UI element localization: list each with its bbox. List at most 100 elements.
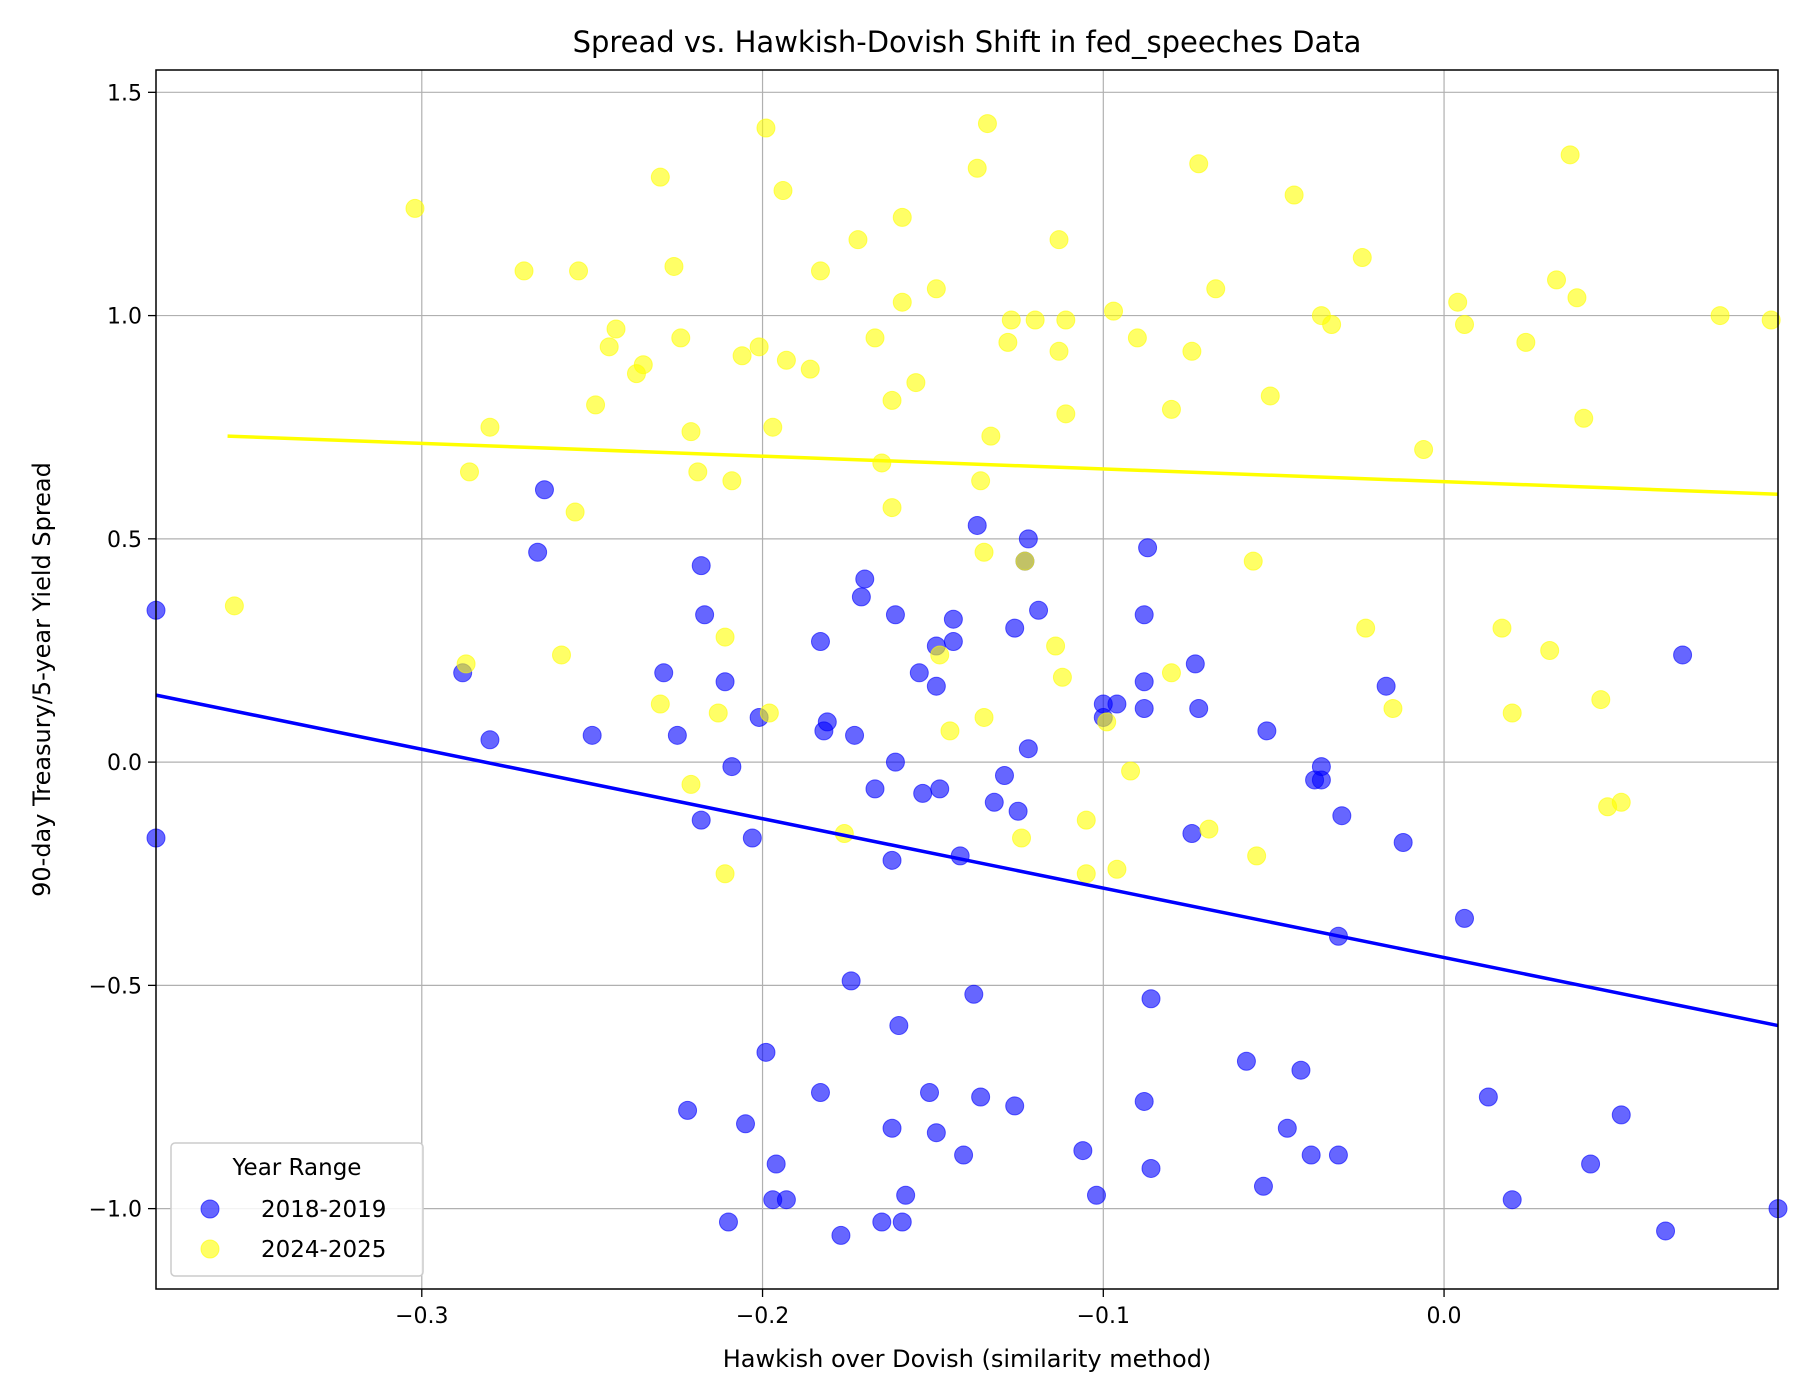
scatter-point [1611,792,1631,812]
scatter-point [1134,1091,1154,1111]
scatter-point [1076,810,1096,830]
scatter-point [1376,676,1396,696]
scatter-point [1049,341,1069,361]
scatter-point [1104,301,1124,321]
scatter-point [1448,292,1468,312]
scatter-point [1560,145,1580,165]
scatter-point [909,663,929,683]
scatter-point [1107,859,1127,879]
scatter-point [872,453,892,473]
scatter-point [1206,279,1226,299]
scatter-point [1134,605,1154,625]
scatter-point [691,556,711,576]
scatter-point [756,118,776,138]
grid-lines [156,70,1778,1289]
scatter-point [650,167,670,187]
scatter-point [759,703,779,723]
scatter-point [1015,551,1035,571]
scatter-point [552,645,571,665]
plot-area-frame [155,69,1779,1290]
scatter-point [1591,690,1611,710]
scatter-point [971,1087,991,1107]
scatter-point [1073,1141,1093,1161]
scatter-point [1008,801,1028,821]
scatter-point [722,757,742,777]
y-tick-label: 1.5 [107,81,142,106]
scatter-point [773,181,793,201]
fit-line-2024-2025 [227,434,1779,496]
scatter-point [681,422,701,442]
scatter-point [892,292,912,312]
scatter-point [1182,341,1202,361]
scatter-point [848,230,868,250]
x-tick-label: −0.3 [395,1304,448,1329]
scatter-point [1253,1176,1273,1196]
data-points [146,114,1788,1245]
scatter-point [1611,1105,1631,1125]
scatter-point [943,632,963,652]
legend-marker [200,1239,220,1259]
scatter-point [766,1154,786,1174]
scatter-point [1127,328,1147,348]
scatter-point [715,627,735,647]
scatter-point [1574,408,1594,428]
scatter-point [1161,399,1181,419]
scatter-point [950,846,970,866]
scatter-point [882,498,902,518]
scatter-point [691,810,711,830]
scatter-point [810,261,830,281]
scatter-point [913,783,933,803]
scatter-point [1291,1060,1311,1080]
scatter-point [1383,699,1403,719]
scatter-point [1141,989,1161,1009]
scatter-point [1086,1185,1106,1205]
scatter-point [534,480,554,500]
scatter-point [1046,636,1066,656]
scatter-point [954,1145,974,1165]
scatter-point [1107,694,1127,714]
scatter-point [582,725,602,745]
scatter-point [984,792,1004,812]
scatter-point [1301,1145,1321,1165]
scatter-point [930,779,950,799]
scatter-point [732,346,752,366]
scatter-point [1189,699,1209,719]
scatter-point [882,390,902,410]
scatter-point [1311,757,1331,777]
scatter-point [1005,618,1025,638]
scatter-point [885,752,905,772]
scatter-point [405,198,425,218]
scatter-point [1356,618,1376,638]
scatter-point [722,471,742,491]
legend-entry-label: 2018-2019 [261,1197,386,1223]
scatter-point [736,1114,756,1134]
scatter-point [889,1016,909,1036]
scatter-point [896,1185,916,1205]
scatter-point [810,632,830,652]
scatter-point [1056,310,1076,330]
scatter-point [1414,440,1434,460]
y-tick-label: −1.0 [89,1198,142,1223]
scatter-point [776,1190,796,1210]
scatter-point [865,779,885,799]
y-axis-ticks: −1.0 −0.5 0.0 0.5 1.0 1.5 [89,81,156,1223]
scatter-point [926,279,946,299]
scatter-point [964,984,984,1004]
scatter-point [671,328,691,348]
scatter-point [1025,310,1045,330]
scatter-point [1243,551,1263,571]
scatter-point [1673,645,1693,665]
scatter-point [1710,306,1730,326]
scatter-point [1328,1145,1348,1165]
scatter-point [708,703,728,723]
scatter-point [892,207,912,227]
scatter-point [1393,832,1413,852]
scatter-point [650,694,670,714]
legend-title: Year Range [232,1155,362,1181]
scatter-point [1029,600,1049,620]
scatter-point [967,515,987,535]
scatter-point [974,707,994,727]
scatter-point [1161,663,1181,683]
scatter-point [800,359,820,379]
scatter-point [1322,315,1342,335]
